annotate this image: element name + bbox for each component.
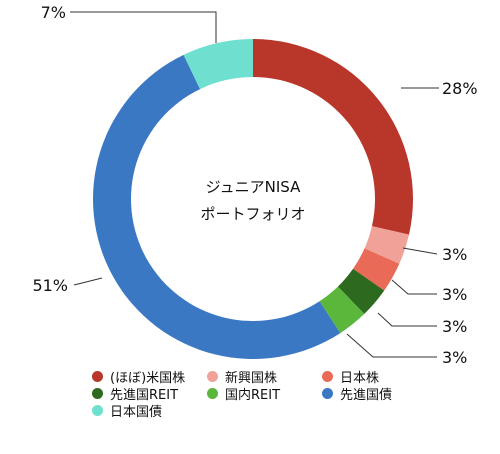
data-label-4: 3%	[442, 317, 467, 336]
data-label-3: 3%	[442, 285, 467, 304]
data-label-5: 3%	[442, 348, 467, 367]
legend-row: (ほぼ)米国株 新興国株 日本株	[92, 367, 452, 386]
legend-item: 国内REIT	[207, 384, 322, 403]
legend-item: 日本国債	[92, 401, 207, 420]
legend-row: 先進国REIT 国内REIT 先進国債	[92, 384, 452, 403]
leader-line-7	[70, 11, 217, 43]
center-title-line-1: ジュニアNISA	[206, 178, 301, 196]
legend-marker	[207, 388, 218, 399]
legend-item: 先進国REIT	[92, 384, 207, 403]
leader-line-6	[73, 277, 103, 286]
legend-label: 先進国REIT	[110, 388, 179, 403]
legend-marker	[322, 371, 333, 382]
leader-line-2	[402, 247, 438, 255]
donut-slice-7	[183, 39, 253, 90]
legend-marker	[207, 371, 218, 382]
legend-item: (ほぼ)米国株	[92, 367, 207, 386]
legend-label: 日本国債	[110, 405, 163, 420]
data-label-6: 51%	[32, 276, 68, 295]
leader-line-3	[391, 279, 437, 295]
legend-item: 新興国株	[207, 367, 322, 386]
legend-item: 日本株	[322, 367, 437, 386]
donut-slice-1	[253, 39, 413, 235]
donut-slice-6	[93, 54, 341, 359]
leader-line-4	[377, 312, 437, 327]
legend-marker	[92, 371, 103, 382]
donut-slice-5	[319, 286, 365, 334]
legend-label: (ほぼ)米国株	[110, 371, 186, 386]
donut-slice-4	[337, 268, 385, 314]
legend-label: 国内REIT	[225, 388, 281, 403]
data-label-1: 28%	[442, 79, 478, 98]
legend-marker	[92, 388, 103, 399]
data-label-7: 7%	[41, 3, 66, 22]
data-label-2: 3%	[442, 245, 467, 264]
center-title-line-2: ポートフォリオ	[200, 205, 305, 223]
donut-slice-2	[364, 226, 409, 264]
leader-line-5	[346, 333, 437, 358]
legend-label: 日本株	[340, 371, 380, 386]
legend-label: 先進国債	[340, 388, 393, 403]
donut-slice-3	[353, 248, 400, 291]
legend: (ほぼ)米国株 新興国株 日本株先進国REIT 国内REIT 先進国債日本国債	[92, 367, 452, 420]
legend-marker	[92, 405, 103, 416]
legend-row: 日本国債	[92, 401, 452, 420]
legend-label: 新興国株	[225, 371, 278, 386]
legend-item: 先進国債	[322, 384, 437, 403]
legend-marker	[322, 388, 333, 399]
